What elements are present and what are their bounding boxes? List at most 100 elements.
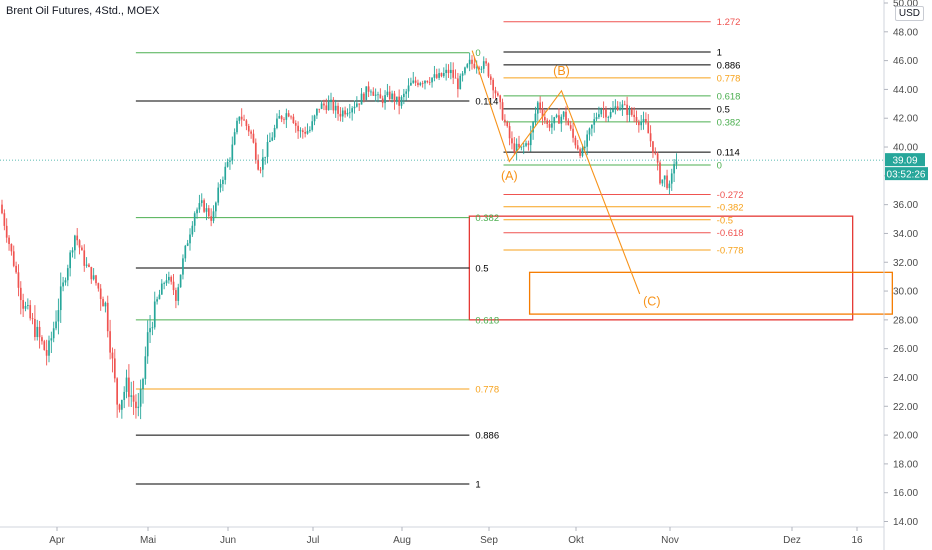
candle-body <box>384 95 386 104</box>
candle-body <box>189 234 191 244</box>
candle-body <box>62 282 64 287</box>
candle-body <box>381 98 384 104</box>
candle-body <box>607 117 610 118</box>
candle-body <box>621 104 624 108</box>
last-price-tag-text: 39.09 <box>892 156 917 167</box>
candle-body <box>466 64 469 68</box>
candle-body <box>579 149 581 156</box>
candle-body <box>24 305 27 309</box>
candle-body <box>323 103 325 106</box>
candle-body <box>356 103 358 107</box>
fib-right-label: 0 <box>717 161 722 172</box>
candle-body <box>489 76 492 80</box>
candle-body <box>238 116 241 121</box>
fib-left-label: 1 <box>475 480 480 491</box>
last-price-tag <box>885 153 925 167</box>
candle-body <box>215 202 217 212</box>
wave-path <box>471 50 641 295</box>
candle-body <box>433 74 436 78</box>
y-tick-label: 16.00 <box>893 488 918 499</box>
candle-body <box>156 299 158 302</box>
candle-body <box>325 105 328 111</box>
candle-body <box>264 156 267 158</box>
wave-label: (C) <box>643 294 660 308</box>
candle-body <box>661 179 664 184</box>
candle-body <box>471 59 473 64</box>
candle-body <box>663 175 666 180</box>
candle-body <box>196 209 198 214</box>
candle-body <box>558 115 560 124</box>
candle-body <box>97 283 100 289</box>
candle-body <box>626 104 628 115</box>
candle-body <box>593 119 596 125</box>
candle-body <box>318 108 321 110</box>
candle-body <box>403 93 405 98</box>
candle-body <box>311 121 314 130</box>
candle-body <box>656 153 659 163</box>
candle-body <box>1 204 3 214</box>
candle-body <box>3 213 6 226</box>
candle-body <box>633 114 635 118</box>
candle-body <box>17 272 20 288</box>
candle-body <box>95 275 97 284</box>
candle-body <box>482 61 485 69</box>
candle-body <box>64 280 67 283</box>
candle-body <box>43 341 46 351</box>
x-tick-label: Mai <box>140 535 156 546</box>
candle-body <box>88 264 90 267</box>
candle-body <box>612 109 614 113</box>
candle-body <box>511 138 513 144</box>
candle-body <box>240 116 243 120</box>
candle-body <box>212 211 215 221</box>
candle-body <box>269 140 271 142</box>
candle-body <box>541 108 544 118</box>
candle-body <box>233 132 236 145</box>
candle-body <box>304 131 306 134</box>
candle-body <box>257 159 259 170</box>
candle-body <box>445 69 447 74</box>
candle-body <box>515 143 518 153</box>
candle-body <box>165 280 168 284</box>
candle-body <box>591 124 593 129</box>
candle-body <box>551 123 553 128</box>
candle-body <box>146 332 149 357</box>
candle-body <box>198 203 201 210</box>
candle-body <box>485 61 487 64</box>
candle-body <box>504 119 506 123</box>
candle-body <box>666 175 668 189</box>
candle-body <box>454 77 457 79</box>
candle-body <box>539 102 541 109</box>
fib-right-label: -0.5 <box>717 215 733 226</box>
candle-body <box>461 73 464 76</box>
candle-body <box>170 276 173 282</box>
candle-body <box>76 235 79 241</box>
candle-body <box>59 286 62 311</box>
x-tick-label: Nov <box>661 535 679 546</box>
candle-body <box>109 331 111 353</box>
candle-body <box>163 283 165 284</box>
candle-body <box>602 109 605 111</box>
candle-body <box>405 91 408 94</box>
candle-body <box>205 208 208 212</box>
price-axis[interactable]: 50.0048.0046.0044.0042.0040.0038.0036.00… <box>884 0 918 528</box>
candle-body <box>431 77 433 83</box>
candle-body <box>276 118 278 128</box>
fib-right-label: 0.618 <box>717 91 741 102</box>
candle-body <box>532 122 534 133</box>
candle-body <box>19 287 22 301</box>
candle-body <box>149 328 151 333</box>
currency-button[interactable]: USD <box>894 6 924 21</box>
candle-body <box>207 208 210 217</box>
fib-right-label: 0.778 <box>717 73 741 84</box>
candle-body <box>529 132 532 146</box>
fib-right-label: 0.382 <box>717 117 741 128</box>
fib-right-label: 0.114 <box>717 148 740 159</box>
candle-body <box>236 120 238 133</box>
time-axis[interactable]: Apr Mai Jun Jul Aug Sep Okt Nov Dez 16 <box>49 527 863 546</box>
candle-body <box>273 127 276 138</box>
candle-body <box>313 115 316 122</box>
candle-body <box>104 302 107 307</box>
candle-body <box>217 187 220 203</box>
candle-body <box>351 108 353 113</box>
